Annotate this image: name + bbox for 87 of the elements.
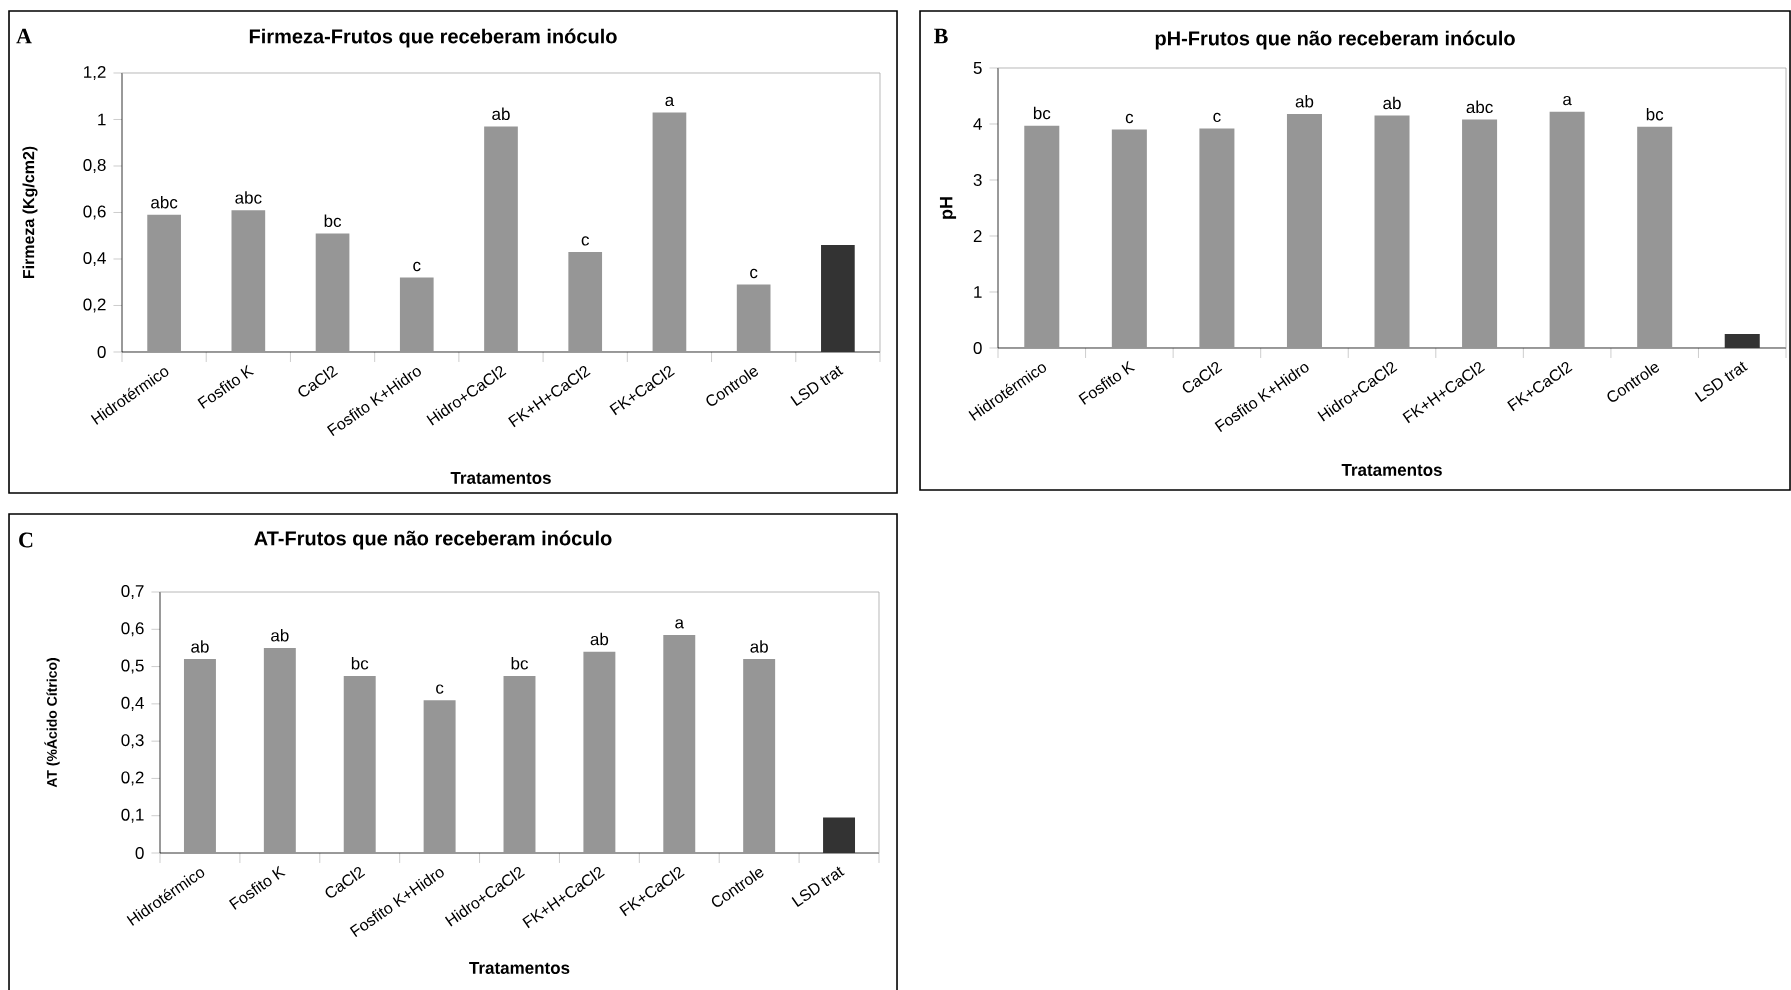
bar [823,817,856,853]
y-tick-label: 0,7 [121,585,144,600]
bar [1637,126,1673,348]
bar [663,634,696,853]
y-tick-label: 0,2 [121,771,144,786]
data-label: ab [750,640,768,653]
data-label: ab [492,107,510,121]
data-label: a [665,96,675,107]
data-label: c [413,261,421,272]
bar [503,675,536,853]
y-axis-title: Firmeza (Kg/cm2) [22,146,38,279]
chart-title: pH-Frutos que não receberam inóculo [1155,30,1515,50]
y-tick-label: 0,4 [83,251,106,266]
text: B [934,28,948,44]
x-axis-title: Tratamentos [469,962,570,974]
y-tick-label: 5 [973,62,982,74]
data-label: bc [324,214,342,228]
y-tick-label: 1 [974,286,982,298]
x-axis-title: Tratamentos [1341,464,1442,476]
x-tick-label: LSD trat [791,866,845,907]
y-tick-label: 1,2 [84,65,106,80]
bar [743,659,776,853]
y-tick-label: 0,6 [121,622,144,637]
data-label: a [1563,95,1572,106]
y-tick-label: 0,3 [121,734,144,749]
data-label: ab [1295,95,1314,108]
bar [1199,128,1235,348]
bar [423,700,456,853]
y-tick-label: 0 [973,341,982,354]
bar [484,126,518,352]
data-label: abc [1466,100,1493,114]
data-label: abc [151,195,178,209]
data-label: bc [351,657,369,670]
data-label: c [750,268,758,279]
bar [1024,125,1060,348]
bar [231,210,266,352]
data-label: a [675,619,684,629]
data-label: c [581,236,590,246]
data-label: abc [235,191,262,204]
x-axis-title: Tratamentos [450,472,551,484]
bar [1111,129,1147,348]
y-tick-label: 0,4 [121,696,144,711]
y-tick-label: 0,1 [121,808,144,823]
data-label: bc [1033,106,1051,120]
bar [1549,111,1585,348]
text: A [16,28,32,44]
bar [652,112,687,352]
chart-title: Firmeza-Frutos que receberam inóculo [249,28,617,48]
data-label: c [1213,112,1221,123]
bar [399,277,434,352]
bar [1462,119,1498,348]
bar [736,284,771,352]
y-tick-label: 3 [973,173,982,186]
y-tick-label: 2 [973,230,982,242]
bar [183,659,216,853]
data-label: c [436,684,444,694]
data-label: ab [271,629,289,642]
data-label: c [1125,113,1134,124]
data-label: ab [191,640,209,653]
y-tick-label: 0,2 [83,298,106,313]
bar [147,214,181,352]
y-axis-title: AT (%Ácido Cítrico) [44,658,60,788]
x-tick-label: LSD trat [1694,361,1748,402]
bar [263,647,296,853]
bar [1724,333,1760,348]
y-tick-label: 0 [135,846,144,860]
y-tick-label: 0,5 [121,659,144,674]
chart-title: AT-Frutos que não receberam inóculo [254,530,612,550]
data-label: ab [1383,96,1401,110]
y-axis-title: pH [939,197,957,219]
x-tick-label: LSD trat [790,365,844,406]
bar [343,675,376,853]
data-label: ab [590,632,609,646]
data-label: bc [1646,107,1664,121]
bar [1374,115,1410,348]
bar [821,245,855,352]
text: C [19,532,33,548]
y-tick-label: 4 [973,118,982,130]
y-tick-label: 0,8 [83,158,106,173]
y-tick-label: 0 [97,345,106,358]
y-tick-label: 1 [98,113,106,126]
y-tick-label: 0,6 [83,205,106,220]
bar [315,233,350,352]
bar [583,651,616,853]
bar [1286,113,1322,348]
data-label: bc [511,657,529,670]
bar [568,252,603,352]
